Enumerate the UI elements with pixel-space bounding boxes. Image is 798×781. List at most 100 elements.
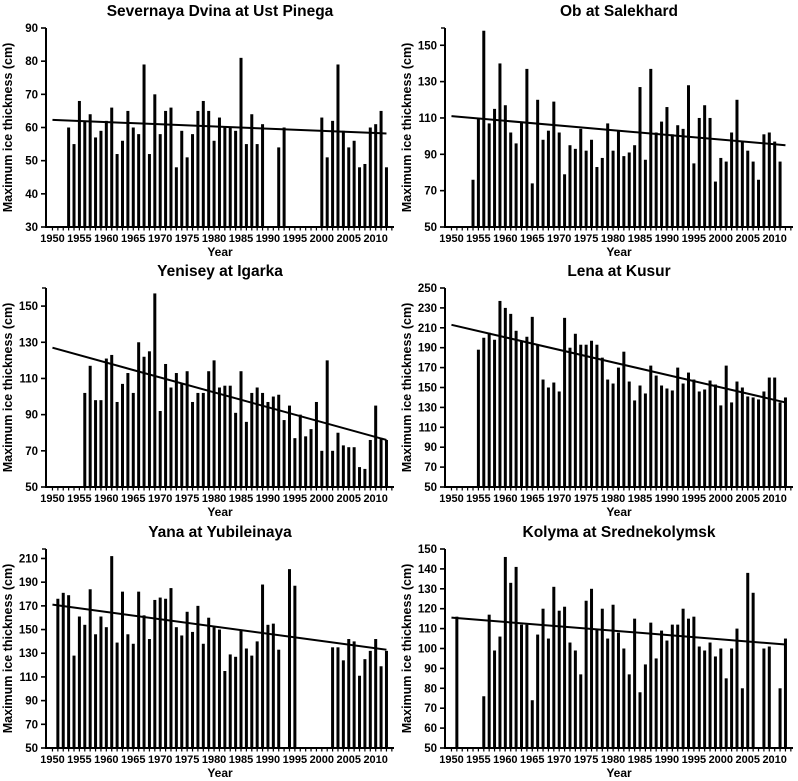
bar-1979 xyxy=(606,379,610,488)
y-tick-label: 60 xyxy=(424,723,437,735)
y-tick-label: 70 xyxy=(25,446,38,458)
bar-1973 xyxy=(573,148,577,227)
y-tick-label: 70 xyxy=(424,703,437,715)
bar-1965 xyxy=(530,699,534,748)
bar-1987 xyxy=(649,68,653,227)
bar-1995 xyxy=(293,585,297,748)
bar-2009 xyxy=(767,377,771,488)
bar-1999 xyxy=(713,384,717,488)
bar-1959 xyxy=(99,130,103,227)
bar-1960 xyxy=(503,556,507,748)
bar-1977 xyxy=(196,605,200,748)
bar-1965 xyxy=(530,183,534,227)
bar-1972 xyxy=(169,107,173,227)
bar-2002 xyxy=(331,120,335,227)
x-tick-label: 1960 xyxy=(94,754,118,766)
bar-1958 xyxy=(493,108,497,227)
bar-2005 xyxy=(746,396,750,488)
x-tick-label: 1965 xyxy=(520,754,544,766)
x-tick-label: 1980 xyxy=(202,754,226,766)
bar-1960 xyxy=(503,308,507,488)
bar-1992 xyxy=(277,649,281,748)
bar-2008 xyxy=(363,469,367,488)
bar-1955 xyxy=(77,100,81,227)
bar-2008 xyxy=(363,163,367,227)
bar-1981 xyxy=(616,130,620,227)
x-tick-label: 1950 xyxy=(439,493,463,505)
x-tick-label: 2010 xyxy=(363,754,387,766)
x-tick-label: 1975 xyxy=(175,233,199,245)
bar-1964 xyxy=(126,110,130,227)
trend-line xyxy=(52,603,387,651)
x-tick-label: 1985 xyxy=(628,754,652,766)
bar-1967 xyxy=(541,379,545,488)
y-tick-label: 70 xyxy=(424,462,437,474)
x-tick-label: 1990 xyxy=(256,754,280,766)
chart-title: Kolyma at Srednekolymsk xyxy=(523,524,716,541)
bar-1977 xyxy=(196,393,200,488)
y-tick-label: 150 xyxy=(418,40,437,52)
bar-1958 xyxy=(94,400,98,488)
bar-2009 xyxy=(368,440,372,488)
bar-2006 xyxy=(751,161,755,227)
bar-1990 xyxy=(665,388,669,488)
bar-2011 xyxy=(379,665,383,748)
bar-2004 xyxy=(740,141,744,227)
y-axis-label: Maximum ice thickness (cm) xyxy=(400,563,414,733)
y-tick-label: 100 xyxy=(418,643,437,655)
x-tick-label: 2010 xyxy=(363,493,387,505)
bar-2008 xyxy=(363,658,367,748)
bar-1985 xyxy=(638,691,642,748)
bar-1973 xyxy=(174,167,178,227)
chart-ob-at-salekhard: Ob at Salekhard 50 70 90 110 130 150 1950 1955 19… xyxy=(399,0,798,260)
chart-canvas-severnaya-dvina-at-ust-pinega: Severnaya Dvina at Ust Pinega 30 40 50 60 70 8… xyxy=(1,3,394,259)
bar-1997 xyxy=(703,105,707,227)
chart-canvas-kolyma-at-srednekolymsk: Kolyma at Srednekolymsk 50 60 70 80 90 100 110 1… xyxy=(400,524,793,780)
bar-1998 xyxy=(708,117,712,227)
bar-1975 xyxy=(185,157,189,227)
x-tick-label: 1970 xyxy=(148,233,172,245)
y-tick-label: 190 xyxy=(418,343,437,355)
bar-1963 xyxy=(519,121,523,227)
bar-2003 xyxy=(735,99,739,227)
y-tick-label: 150 xyxy=(418,544,437,556)
bar-1998 xyxy=(309,429,313,488)
x-tick-label: 2005 xyxy=(736,493,760,505)
bar-1967 xyxy=(541,139,545,227)
x-tick-label: 2010 xyxy=(363,233,387,245)
x-tick-label: 1995 xyxy=(682,233,706,245)
bar-1968 xyxy=(147,351,151,488)
trend-line xyxy=(451,115,786,147)
bar-1984 xyxy=(234,413,238,488)
bar-1990 xyxy=(665,107,669,227)
bar-1996 xyxy=(697,117,701,227)
trend-line xyxy=(52,118,387,135)
y-tick-label: 130 xyxy=(19,648,38,660)
bar-1966 xyxy=(536,99,540,227)
x-axis-label: Year xyxy=(606,245,632,259)
bar-1978 xyxy=(600,608,604,748)
bar-1980 xyxy=(212,360,216,488)
x-tick-label: 1990 xyxy=(256,233,280,245)
bar-1970 xyxy=(158,411,162,488)
bar-1999 xyxy=(314,402,318,488)
x-tick-label: 1950 xyxy=(40,233,64,245)
bar-1999 xyxy=(713,656,717,748)
bar-1977 xyxy=(595,628,599,748)
chart-canvas-lena-at-kusur: Lena at Kusur 50 70 90 110 130 150 170 190 210 230… xyxy=(400,263,793,519)
x-tick-label: 2010 xyxy=(762,493,786,505)
bar-1969 xyxy=(552,101,556,227)
x-tick-label: 2000 xyxy=(709,233,733,245)
bar-1961 xyxy=(509,314,513,488)
bar-1960 xyxy=(503,105,507,227)
bar-1970 xyxy=(557,610,561,748)
bar-1965 xyxy=(530,317,534,488)
bar-1966 xyxy=(137,134,141,227)
x-tick-label: 1980 xyxy=(601,233,625,245)
chart-kolyma-at-srednekolymsk: Kolyma at Srednekolymsk 50 60 70 80 90 100 110 1… xyxy=(399,520,798,781)
x-axis-label: Year xyxy=(207,245,233,259)
bar-2008 xyxy=(762,134,766,227)
bar-1991 xyxy=(670,624,674,748)
bar-1983 xyxy=(627,674,631,748)
